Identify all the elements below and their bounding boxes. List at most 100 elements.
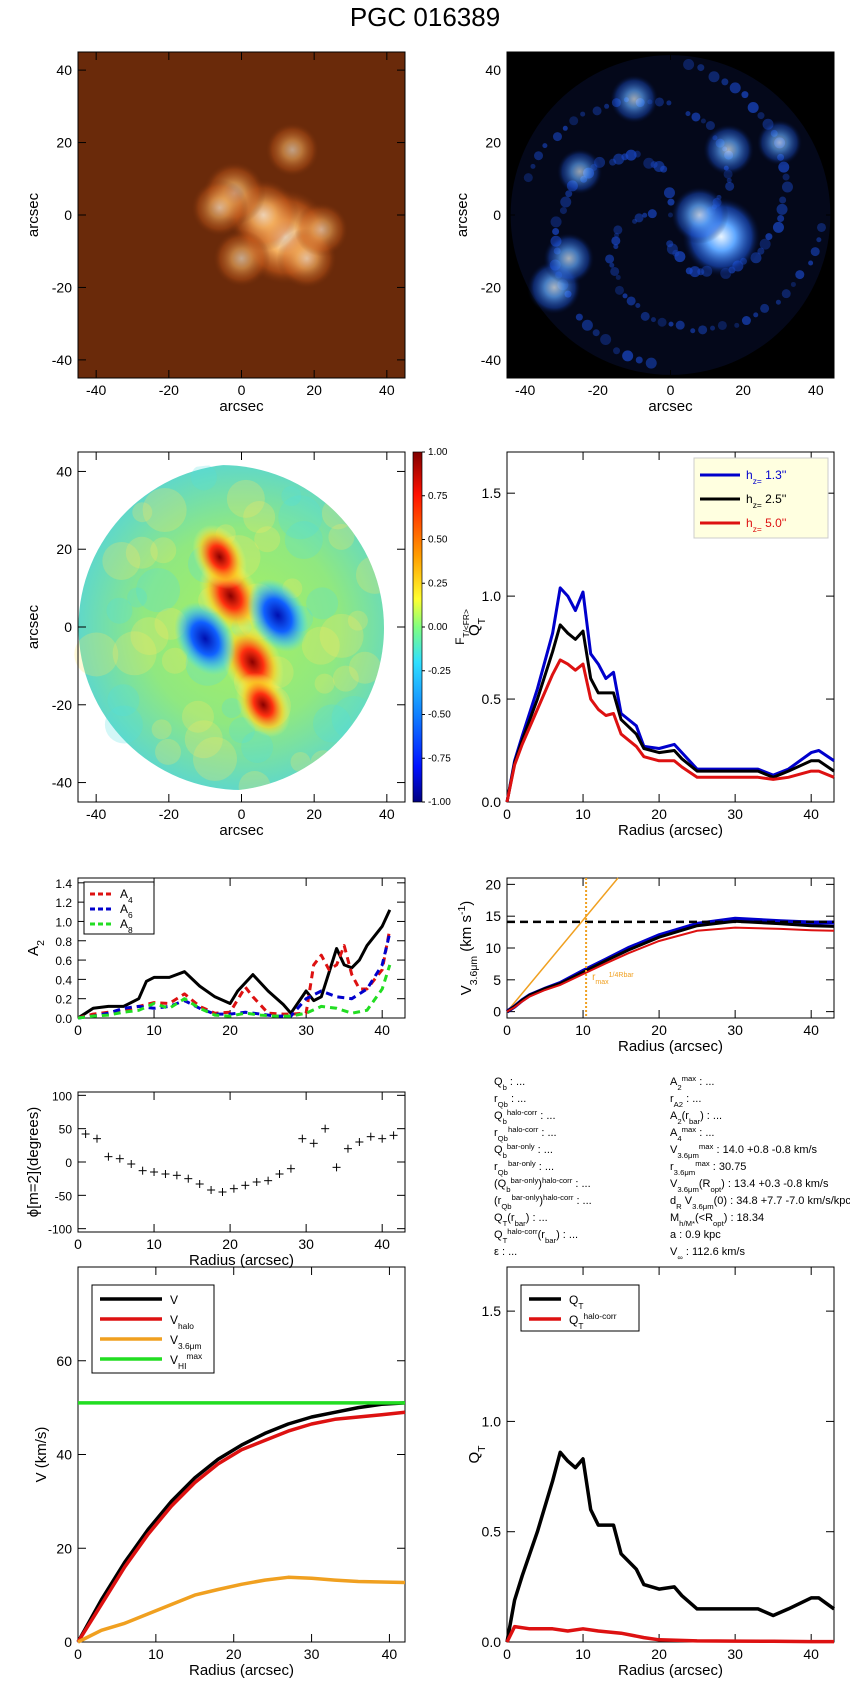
legend-label: QT xyxy=(569,1293,583,1311)
colorbar-tick-label: 0.25 xyxy=(428,578,448,589)
speckle xyxy=(635,356,643,364)
x-tick-label: 20 xyxy=(306,382,322,398)
negative-lobe xyxy=(174,602,236,676)
emission-blob xyxy=(756,119,803,166)
x-tick-label: 30 xyxy=(727,1022,743,1038)
x-tick-label: 0 xyxy=(74,1022,82,1038)
ratio-texture xyxy=(284,521,323,560)
x-tick-label: 20 xyxy=(735,382,751,398)
speckle xyxy=(640,311,650,321)
y-tick-label: -100 xyxy=(48,1223,72,1237)
speckle xyxy=(666,100,672,106)
ratio-texture xyxy=(348,651,381,684)
figure-title: PGC 016389 xyxy=(349,2,501,32)
speckle xyxy=(560,196,572,208)
y-tick-label: -20 xyxy=(481,279,501,295)
x-tick-label: 20 xyxy=(651,1022,667,1038)
param-left: ε : ... xyxy=(494,1246,517,1258)
qt-panel: 0 10 20 30 40 0.0 0.5 1.0 1.5 Radius (arcsec) QT hz… xyxy=(466,451,835,839)
ratio-texture xyxy=(226,479,265,518)
speckle xyxy=(600,333,612,345)
ratio-texture xyxy=(74,632,119,677)
y-tick-label: 1.5 xyxy=(482,485,502,501)
phase-marker xyxy=(207,1186,216,1194)
y-axis-label: QT xyxy=(466,617,488,636)
ratio-texture xyxy=(238,770,271,791)
speckle xyxy=(697,64,705,72)
y-tick-label: 15 xyxy=(485,908,501,924)
x-tick-label: 0 xyxy=(667,382,675,398)
speckle xyxy=(672,249,680,257)
ratio-texture xyxy=(161,647,188,674)
emission-blob xyxy=(265,122,320,177)
y-tick-label: 0 xyxy=(493,207,501,223)
speckle xyxy=(683,58,695,70)
y-axis-label: A2 xyxy=(25,940,47,956)
phase-marker xyxy=(218,1188,227,1196)
phase-marker xyxy=(264,1176,273,1185)
speckle xyxy=(717,320,727,330)
y-tick-label: 1.0 xyxy=(482,588,502,604)
ratio-texture xyxy=(181,700,214,733)
ratio-texture xyxy=(221,697,242,718)
speckle xyxy=(772,221,784,233)
speckle xyxy=(700,118,706,124)
y-tick-label: 40 xyxy=(56,463,72,479)
speckle xyxy=(559,207,567,215)
y-tick-label: 100 xyxy=(52,1089,72,1103)
colorbar-tick-label: 0.00 xyxy=(428,622,448,633)
speckle xyxy=(569,116,579,126)
series-line xyxy=(77,909,392,1020)
colorbar-tick-label: -0.50 xyxy=(428,710,451,721)
phase-marker xyxy=(366,1132,375,1141)
x-tick-label: 0 xyxy=(503,1022,511,1038)
speckle xyxy=(604,103,610,109)
ratio-texture xyxy=(150,537,177,564)
phase-marker xyxy=(184,1174,193,1183)
x-tick-label: 40 xyxy=(379,806,395,822)
speckle xyxy=(650,317,656,323)
speckle xyxy=(625,149,637,161)
ratio-texture xyxy=(306,587,339,620)
speckle xyxy=(645,357,657,369)
y-tick-label: 0.8 xyxy=(55,935,72,949)
speckle xyxy=(634,213,644,223)
speckle xyxy=(776,203,788,215)
ratio-texture xyxy=(319,613,364,658)
y-tick-label: 0 xyxy=(64,207,72,223)
speckle xyxy=(816,237,822,243)
x-tick-label: 40 xyxy=(379,382,395,398)
y-tick-label: 0.5 xyxy=(482,1524,502,1540)
colorbar-tick-label: -0.75 xyxy=(428,753,451,764)
x-axis-label: arcsec xyxy=(219,822,264,839)
y-tick-label: 40 xyxy=(485,62,501,78)
phase-marker xyxy=(138,1166,147,1175)
param-left: QThalo-corr(rbar) : ... xyxy=(494,1227,578,1245)
ratio-texture xyxy=(190,465,217,491)
phase-marker xyxy=(309,1139,318,1148)
speckle xyxy=(795,270,805,280)
phase-marker xyxy=(127,1160,136,1168)
speckle xyxy=(667,198,675,206)
emission-blob xyxy=(294,202,349,257)
speckle xyxy=(610,266,620,276)
ratio-texture xyxy=(104,705,143,744)
plot-frame xyxy=(506,877,835,1019)
negative-lobe xyxy=(247,578,309,652)
legend-label: A6 xyxy=(120,902,133,920)
y-tick-label: 0.0 xyxy=(482,1634,502,1650)
phase-marker xyxy=(172,1171,181,1180)
ratio-texture xyxy=(290,752,311,773)
phase-marker xyxy=(241,1181,250,1190)
param-left: Qbbar-only : ... xyxy=(494,1142,553,1160)
x-tick-label: 0 xyxy=(503,806,511,822)
phase-marker xyxy=(115,1154,124,1163)
phase-marker xyxy=(321,1124,330,1133)
speckle xyxy=(790,281,796,287)
speckle xyxy=(757,112,765,120)
speckle xyxy=(747,101,759,113)
ratio-texture xyxy=(241,730,274,763)
ratio-texture xyxy=(332,665,359,692)
series-line xyxy=(505,658,835,803)
series-line xyxy=(76,1410,406,1643)
